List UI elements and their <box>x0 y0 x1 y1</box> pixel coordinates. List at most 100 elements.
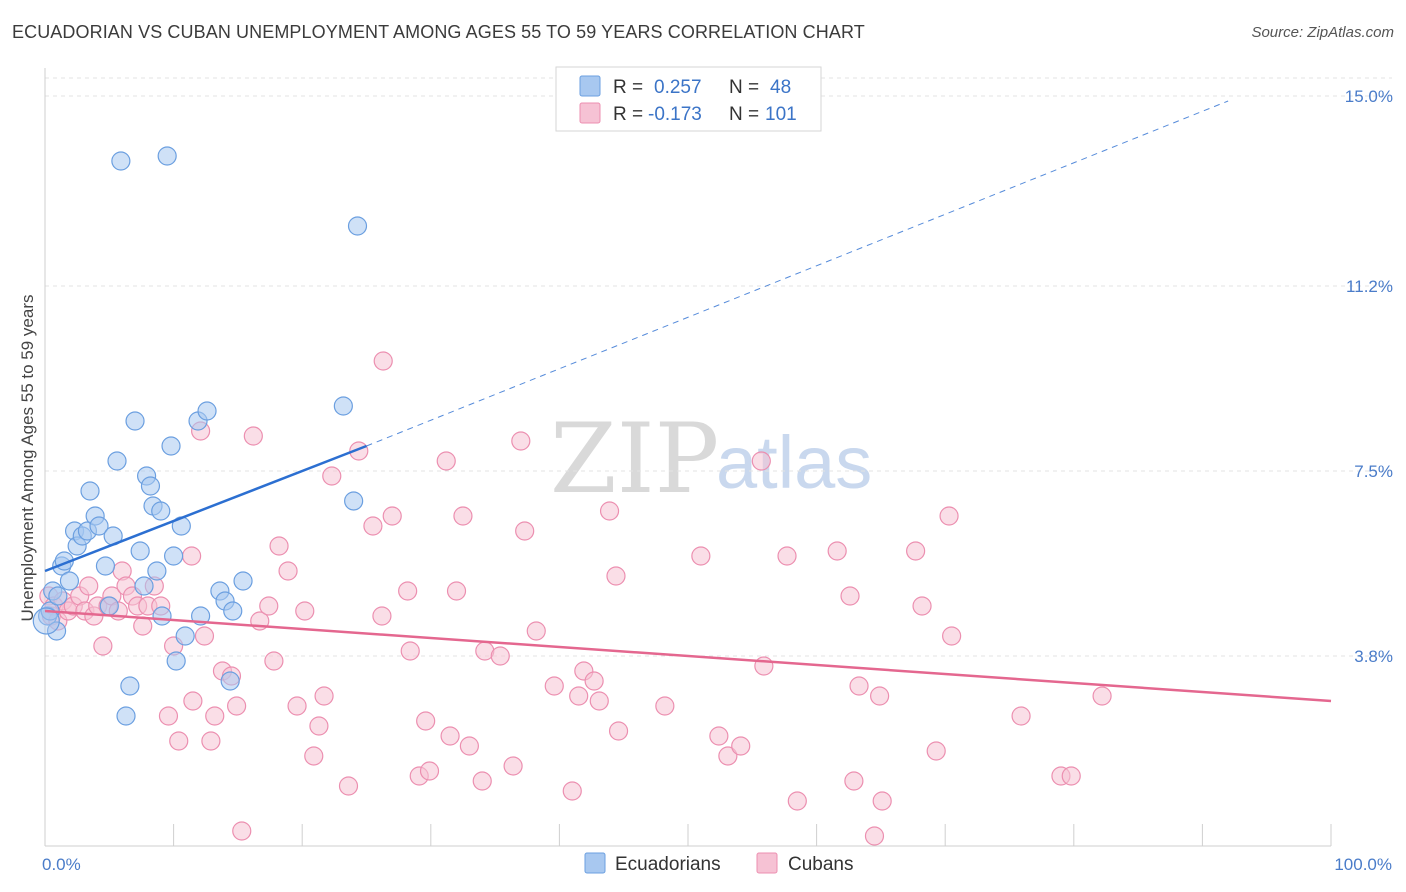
watermark-atlas: atlas <box>716 421 872 504</box>
cubans-point <box>232 821 252 841</box>
cubans-point <box>906 541 926 561</box>
cubans-point <box>606 566 626 586</box>
ecuadorians-point <box>220 671 240 691</box>
ecuadorians-point <box>151 501 171 521</box>
legend-n-label-2: N = <box>729 104 759 125</box>
cubans-point <box>436 451 456 471</box>
ecuadorians-trend-line <box>44 444 367 573</box>
source-credit: Source: ZipAtlas.com <box>1251 24 1394 41</box>
cubans-point <box>133 616 153 636</box>
ecuadorians-point <box>95 556 116 576</box>
ecuadorians-point <box>333 396 353 416</box>
cubans-point <box>844 771 864 791</box>
cubans-point <box>322 466 342 486</box>
ecuadorians-point <box>89 516 109 536</box>
cubans-point <box>777 546 797 566</box>
bottom-legend-swatch-cubans <box>756 852 778 874</box>
cubans-point <box>490 646 510 666</box>
cubans-point <box>1011 706 1031 726</box>
legend-r-label-1: R = <box>613 77 643 98</box>
legend: R = 0.257 N = 48 R = -0.173 N = 101 <box>555 66 822 132</box>
cubans-point <box>912 596 932 616</box>
ecuadorians-series <box>32 146 368 726</box>
ecuadorians-point <box>223 601 243 621</box>
cubans-point <box>472 771 492 791</box>
cubans-point <box>400 641 420 661</box>
cubans-point <box>1092 686 1112 706</box>
watermark: ZIP atlas <box>550 403 872 515</box>
cubans-point <box>544 676 564 696</box>
cubans-point <box>269 536 289 556</box>
x-tick-label: 0.0% <box>42 855 81 874</box>
legend-r-value-1: 0.257 <box>654 77 702 98</box>
cubans-point <box>363 516 383 536</box>
cubans-point <box>446 581 467 601</box>
cubans-point <box>787 791 807 811</box>
cubans-point <box>243 426 263 446</box>
ecuadorians-point <box>347 216 368 236</box>
ecuadorians-point <box>344 491 364 511</box>
gridlines <box>45 77 1392 657</box>
cubans-point <box>201 731 221 751</box>
cubans-point <box>182 546 202 566</box>
cubans-point <box>205 706 225 726</box>
cubans-point <box>338 776 359 796</box>
cubans-point <box>584 671 604 691</box>
legend-n-value-2: 101 <box>765 104 797 125</box>
cubans-point <box>227 696 247 716</box>
chart-title: ECUADORIAN VS CUBAN UNEMPLOYMENT AMONG A… <box>12 22 865 42</box>
cubans-point <box>1061 766 1081 786</box>
cubans-point <box>511 431 531 451</box>
bottom-legend: Ecuadorians Cubans <box>584 852 854 875</box>
ecuadorians-point <box>175 626 195 646</box>
cubans-point <box>419 761 440 781</box>
legend-n-value-1: 48 <box>770 77 791 98</box>
ecuadorians-point <box>152 606 172 626</box>
cubans-point <box>79 576 99 596</box>
ecuadorians-point <box>134 576 154 596</box>
cubans-point <box>158 706 179 726</box>
cubans-point <box>870 686 890 706</box>
ecuadorians-point <box>59 571 80 591</box>
y-tick-labels: 3.8% 7.5% 11.2% 15.0% <box>1345 87 1393 666</box>
cubans-point <box>569 686 589 706</box>
cubans-point <box>416 711 436 731</box>
cubans-point <box>183 691 203 711</box>
axes <box>44 68 1332 847</box>
ecuadorians-point <box>161 436 181 456</box>
ecuadorians-trend-extension <box>366 100 1229 447</box>
ecuadorians-point <box>48 586 68 606</box>
legend-n-label-1: N = <box>729 77 759 98</box>
cubans-point <box>459 736 479 756</box>
cubans-point <box>515 521 535 541</box>
y-tick-label: 11.2% <box>1346 277 1393 296</box>
y-tick-label: 3.8% <box>1354 647 1393 666</box>
cubans-point <box>503 756 523 776</box>
cubans-point <box>942 626 962 646</box>
ecuadorians-point <box>147 561 167 581</box>
cubans-point <box>373 351 393 371</box>
bottom-legend-ecuadorians: Ecuadorians <box>615 854 721 875</box>
ecuadorians-point <box>130 541 150 561</box>
cubans-point <box>314 686 334 706</box>
cubans-point <box>691 546 711 566</box>
legend-swatch-cubans <box>579 102 601 124</box>
cubans-point <box>840 586 860 606</box>
ecuadorians-point <box>99 596 119 616</box>
cubans-point <box>926 741 946 761</box>
ecuadorians-point <box>157 146 177 166</box>
ecuadorians-point <box>233 571 253 591</box>
cubans-point <box>872 791 892 811</box>
ecuadorians-point <box>80 481 100 501</box>
cubans-point <box>849 676 869 696</box>
y-tick-label: 7.5% <box>1354 462 1393 481</box>
cubans-point <box>169 731 189 751</box>
cubans-point <box>398 581 418 601</box>
cubans-point <box>751 451 771 471</box>
trend-lines <box>44 100 1332 703</box>
cubans-point <box>295 601 315 621</box>
cubans-point <box>453 506 473 526</box>
cubans-point <box>382 506 402 526</box>
ecuadorians-point <box>32 607 60 635</box>
